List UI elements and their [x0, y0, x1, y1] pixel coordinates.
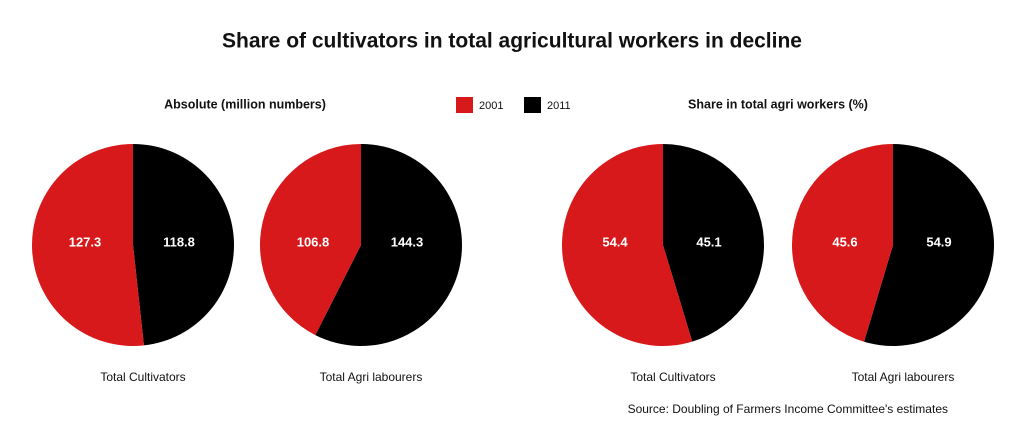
value-label: 106.8	[297, 234, 330, 249]
pie-slice	[133, 144, 234, 346]
pie-slice	[562, 144, 693, 346]
pie-label: Total Cultivators	[100, 370, 185, 384]
pie-slice	[791, 144, 893, 342]
pie-slice	[663, 144, 765, 342]
value-label: 45.1	[696, 234, 721, 249]
legend-swatch	[456, 97, 473, 113]
pie-label: Total Agri labourers	[852, 370, 955, 384]
legend-swatch	[524, 97, 541, 113]
source: Source: Doubling of Farmers Income Commi…	[628, 402, 948, 416]
value-label: 127.3	[69, 234, 102, 249]
pie-label: Total Cultivators	[630, 370, 715, 384]
value-label: 45.6	[832, 234, 857, 249]
value-label: 144.3	[391, 234, 424, 249]
value-label: 54.4	[602, 234, 628, 249]
pie-label: Total Agri labourers	[320, 370, 423, 384]
pie-slice	[864, 144, 994, 346]
group-title: Share in total agri workers (%)	[688, 97, 868, 111]
pie-slice	[31, 144, 144, 347]
legend-label: 2001	[479, 100, 503, 112]
legend-label: 2011	[547, 100, 571, 112]
value-label: 118.8	[163, 234, 195, 249]
pie-slice	[315, 144, 462, 346]
pie-slice	[259, 144, 361, 336]
chart-title: Share of cultivators in total agricultur…	[222, 30, 802, 53]
group-title: Absolute (million numbers)	[164, 97, 326, 111]
value-label: 54.9	[926, 234, 951, 249]
